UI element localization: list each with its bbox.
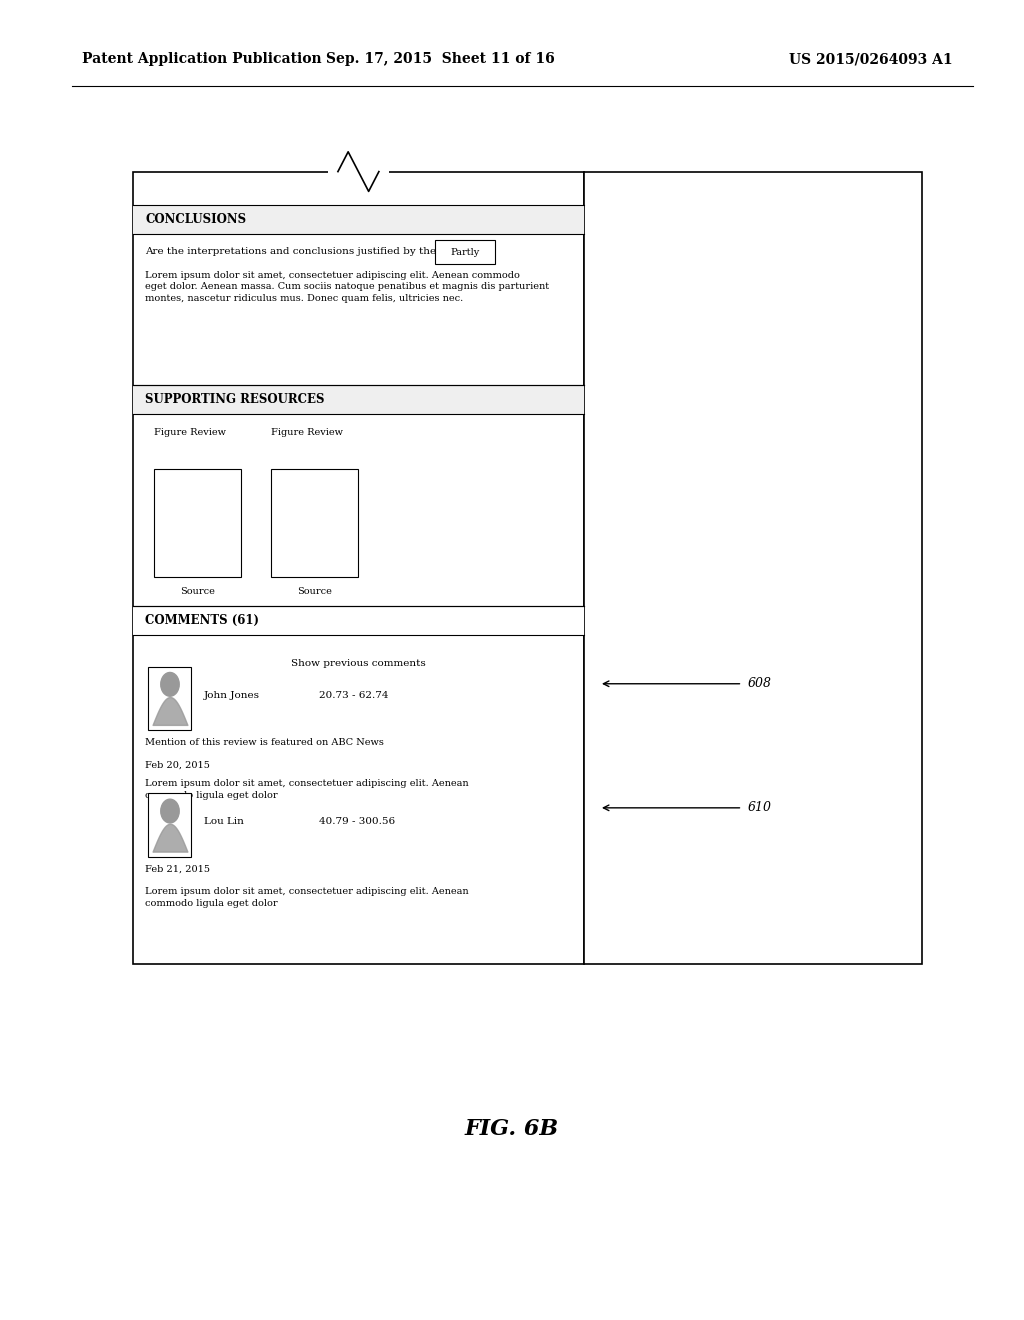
- Text: Mention of this review is featured on ABC News: Mention of this review is featured on AB…: [145, 738, 384, 747]
- Bar: [584, 172, 922, 964]
- Bar: [435, 240, 495, 264]
- Text: Feb 21, 2015: Feb 21, 2015: [145, 865, 210, 874]
- Text: COMMENTS (61): COMMENTS (61): [145, 614, 259, 627]
- Text: John Jones: John Jones: [204, 690, 260, 700]
- Text: SUPPORTING RESOURCES: SUPPORTING RESOURCES: [145, 393, 325, 407]
- Text: Feb 20, 2015: Feb 20, 2015: [145, 760, 210, 770]
- Bar: [154, 469, 241, 577]
- Bar: [133, 172, 584, 964]
- Text: US 2015/0264093 A1: US 2015/0264093 A1: [788, 53, 952, 66]
- Text: 20.73 - 62.74: 20.73 - 62.74: [319, 690, 389, 700]
- Text: Source: Source: [179, 587, 215, 597]
- Bar: [133, 385, 584, 414]
- Circle shape: [161, 799, 179, 822]
- Text: Figure Review: Figure Review: [154, 428, 225, 437]
- Text: Are the interpretations and conclusions justified by the results?: Are the interpretations and conclusions …: [145, 247, 481, 256]
- Bar: [328, 164, 389, 180]
- Bar: [133, 606, 584, 635]
- Text: Patent Application Publication: Patent Application Publication: [82, 53, 322, 66]
- Text: 610: 610: [748, 801, 771, 814]
- Bar: [133, 205, 584, 234]
- Text: 40.79 - 300.56: 40.79 - 300.56: [319, 817, 395, 826]
- Text: FIG. 6B: FIG. 6B: [465, 1118, 559, 1139]
- Text: Lorem ipsum dolor sit amet, consectetuer adipiscing elit. Aenean
commodo ligula : Lorem ipsum dolor sit amet, consectetuer…: [145, 779, 469, 800]
- Text: 608: 608: [748, 677, 771, 690]
- Bar: [271, 469, 358, 577]
- Text: CONCLUSIONS: CONCLUSIONS: [145, 213, 247, 226]
- Text: Show previous comments: Show previous comments: [291, 659, 426, 668]
- Bar: [148, 667, 191, 730]
- Text: Lou Lin: Lou Lin: [204, 817, 244, 826]
- Text: Sep. 17, 2015  Sheet 11 of 16: Sep. 17, 2015 Sheet 11 of 16: [326, 53, 555, 66]
- Text: Lorem ipsum dolor sit amet, consectetuer adipiscing elit. Aenean commodo
eget do: Lorem ipsum dolor sit amet, consectetuer…: [145, 271, 550, 304]
- Text: Partly: Partly: [451, 248, 479, 256]
- Text: Figure Review: Figure Review: [271, 428, 343, 437]
- Text: Lorem ipsum dolor sit amet, consectetuer adipiscing elit. Aenean
commodo ligula : Lorem ipsum dolor sit amet, consectetuer…: [145, 887, 469, 908]
- Bar: [148, 793, 191, 857]
- Circle shape: [161, 672, 179, 696]
- Text: Source: Source: [297, 587, 333, 597]
